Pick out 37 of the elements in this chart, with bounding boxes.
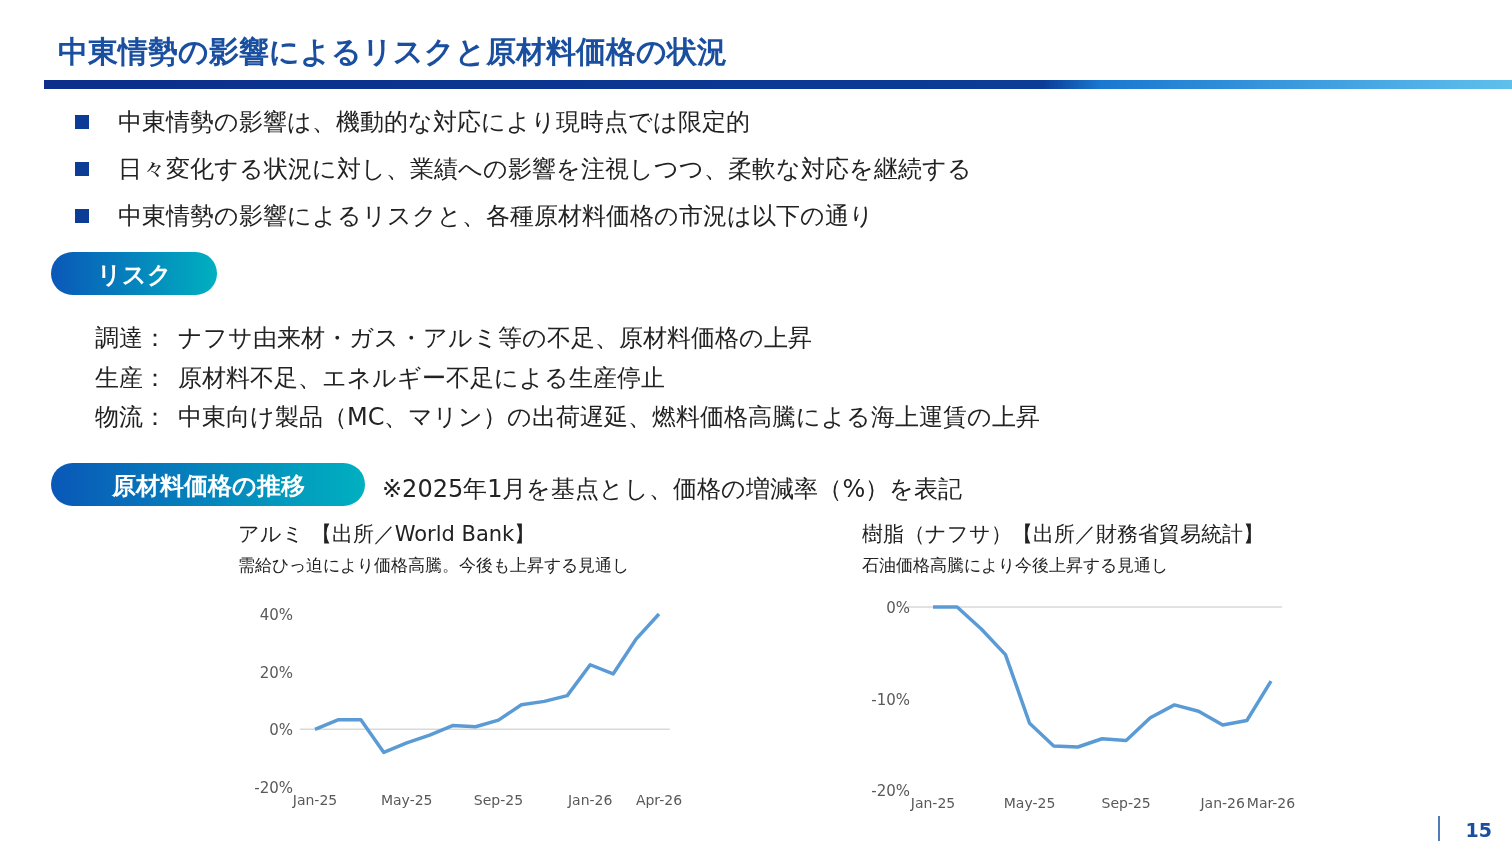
line-series	[931, 605, 1273, 749]
x-tick-label: Sep-25	[473, 792, 524, 808]
x-tick-label: Sep-25	[1101, 795, 1151, 811]
text: リスク	[96, 261, 172, 289]
y-tick-label: 0%	[269, 721, 293, 740]
x-tick-label: Jan-26	[1199, 795, 1246, 811]
x-tick-label: May-25	[380, 792, 433, 808]
text: 原材料不足、エネルギー不足による生産停止	[178, 363, 665, 392]
y-tick-label: 40%	[259, 606, 293, 624]
text: 中東情勢の影響によるリスクと原材料価格の状況	[58, 34, 727, 69]
x-tick-label: Apr-26	[635, 792, 683, 808]
chart-title: 樹脂（ナフサ）【出所／財務省貿易統計】	[862, 522, 1264, 546]
y-tick-label: -20%	[254, 779, 293, 797]
text: 生産：	[95, 363, 167, 392]
chart-title: アルミ 【出所／World Bank】	[238, 522, 536, 546]
text: 中東向け製品（MC、マリン）の出荷遅延、燃料価格高騰による海上運賃の上昇	[178, 403, 1041, 431]
text: 中東情勢の影響は、機動的な対応により現時点では限定的	[118, 108, 750, 136]
text: 物流：	[95, 403, 167, 431]
text: ※2025年1月を基点とし、価格の増減率（%）を表記	[382, 475, 963, 503]
line-series	[313, 612, 661, 755]
text: 中東情勢の影響によるリスクと、各種原材料価格の市況は以下の通り	[118, 202, 874, 230]
text: 原材料価格の推移	[110, 472, 305, 500]
text: 調達：	[95, 324, 167, 352]
x-tick-label: May-25	[1003, 795, 1056, 811]
x-tick-label: Jan-25	[909, 795, 956, 811]
y-tick-label: 0%	[886, 599, 910, 617]
y-tick-label: -20%	[871, 782, 910, 800]
chart-subtitle: 石油価格高騰により今後上昇する見通し	[862, 555, 1168, 575]
chart-subtitle: 需給ひっ迫により価格高騰。今後も上昇する見通し	[238, 555, 629, 575]
y-tick-label: -10%	[871, 690, 910, 709]
x-tick-label: Mar-26	[1246, 795, 1296, 811]
y-tick-label: 20%	[259, 663, 293, 682]
text: 日々変化する状況に対し、業績への影響を注視しつつ、柔軟な対応を継続する	[118, 155, 972, 183]
x-tick-label: Jan-26	[566, 792, 613, 808]
text: 15	[1465, 819, 1492, 841]
x-tick-label: Jan-25	[291, 792, 338, 808]
text: ナフサ由来材・ガス・アルミ等の不足、原材料価格の上昇	[178, 324, 812, 352]
